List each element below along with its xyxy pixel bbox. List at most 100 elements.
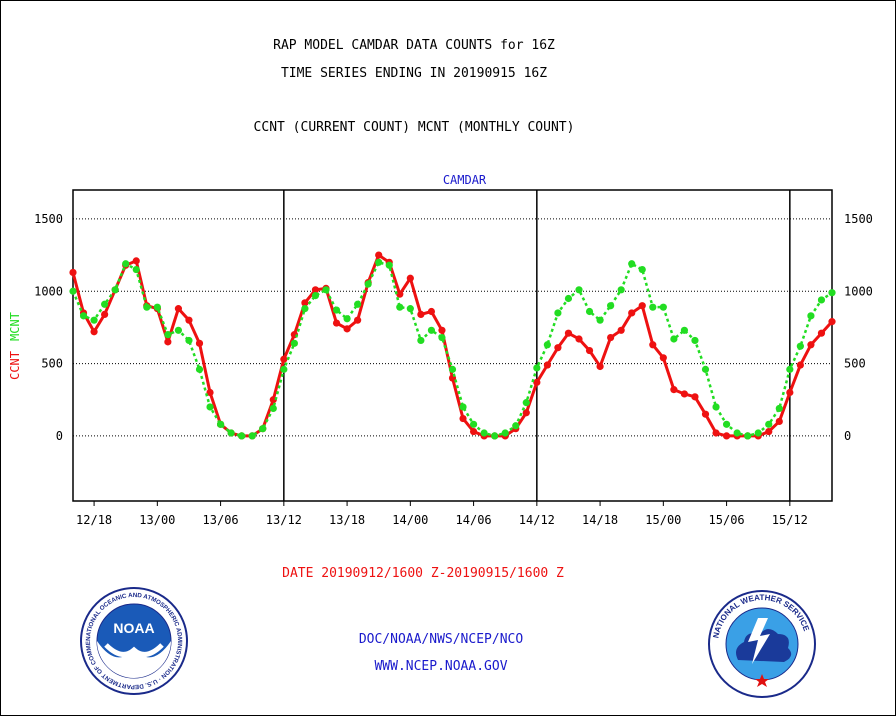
data-point-mcnt <box>427 326 436 334</box>
data-point-mcnt <box>143 303 151 311</box>
data-point-ccnt <box>659 354 667 362</box>
data-point-mcnt <box>259 425 267 433</box>
data-point-ccnt <box>617 326 625 334</box>
data-point-mcnt <box>122 260 130 268</box>
data-point-ccnt <box>469 427 478 436</box>
data-point-ccnt <box>607 333 615 342</box>
data-point-mcnt <box>786 365 794 373</box>
data-point-mcnt <box>765 420 773 428</box>
y-tick-label-right: 0 <box>844 429 851 443</box>
data-point-mcnt <box>575 286 583 294</box>
data-point-mcnt <box>280 365 288 373</box>
data-point-mcnt <box>638 265 646 274</box>
x-tick-label: 15/06 <box>709 513 745 527</box>
data-point-mcnt <box>343 315 351 323</box>
data-point-mcnt <box>659 303 667 311</box>
y-tick-label-left: 1500 <box>34 212 63 226</box>
data-point-mcnt <box>111 286 119 294</box>
data-point-mcnt <box>564 294 573 303</box>
y-tick-label-left: 0 <box>56 429 63 443</box>
x-tick-label: 14/12 <box>519 513 555 527</box>
date-range-label: DATE 20190912/1600 Z-20190915/1600 Z <box>282 566 564 581</box>
data-point-mcnt <box>406 305 414 313</box>
data-point-mcnt <box>290 339 298 347</box>
noaa-logo: NOAA NATIONAL OCEANIC AND ATMOSPHERIC AD… <box>80 587 188 695</box>
x-tick-label: 13/00 <box>139 513 175 527</box>
data-point-ccnt <box>164 338 172 346</box>
data-point-mcnt <box>364 280 372 288</box>
x-tick-label: 14/00 <box>392 513 428 527</box>
data-point-mcnt <box>733 429 741 437</box>
x-tick-label: 15/00 <box>645 513 681 527</box>
data-point-mcnt <box>775 404 783 413</box>
y-axis-label: CCNT MCNT <box>8 312 22 380</box>
organization-label: DOC/NOAA/NWS/NCEP/NCO <box>358 632 524 647</box>
data-point-ccnt <box>206 388 214 397</box>
y-tick-label-left: 1000 <box>34 284 63 298</box>
data-point-ccnt <box>343 325 351 333</box>
data-point-mcnt <box>512 422 520 430</box>
chart-title-line2: TIME SERIES ENDING IN 20190915 16Z <box>280 66 548 81</box>
website-link[interactable]: WWW.NCEP.NOAA.GOV <box>374 659 508 674</box>
series-ccnt <box>69 251 836 440</box>
data-point-ccnt <box>670 386 678 394</box>
data-point-ccnt <box>628 309 636 317</box>
data-point-mcnt <box>691 336 699 345</box>
data-point-mcnt <box>607 302 615 310</box>
y-tick-label-right: 500 <box>844 357 866 371</box>
data-point-ccnt <box>427 307 436 316</box>
data-point-mcnt <box>206 403 214 411</box>
data-point-mcnt <box>227 429 235 437</box>
data-point-mcnt <box>385 261 393 269</box>
data-point-ccnt <box>554 344 562 352</box>
y-tick-label-right: 1500 <box>844 212 873 226</box>
data-point-ccnt <box>375 251 383 259</box>
data-point-ccnt <box>680 390 689 398</box>
data-point-ccnt <box>786 388 794 397</box>
data-point-ccnt <box>301 299 309 307</box>
data-point-mcnt <box>807 312 815 320</box>
data-point-mcnt <box>554 309 562 317</box>
data-point-ccnt <box>280 355 288 363</box>
data-point-ccnt <box>417 310 425 318</box>
data-point-mcnt <box>396 303 404 311</box>
x-tick-label: 14/06 <box>456 513 492 527</box>
data-point-mcnt <box>216 420 225 428</box>
data-point-ccnt <box>438 326 446 334</box>
data-point-mcnt <box>628 260 636 268</box>
data-point-mcnt <box>164 331 172 339</box>
data-point-ccnt <box>101 310 109 318</box>
data-point-mcnt <box>248 432 256 440</box>
data-point-ccnt <box>311 286 320 294</box>
data-point-mcnt <box>796 342 804 350</box>
y-axis-label-ccnt: CCNT <box>8 351 22 380</box>
data-point-ccnt <box>765 427 773 436</box>
data-point-mcnt <box>543 341 551 349</box>
data-point-mcnt <box>269 404 277 413</box>
data-point-mcnt <box>459 403 467 411</box>
data-point-ccnt <box>396 290 404 298</box>
nws-logo: NATIONAL WEATHER SERVICE <box>708 590 816 698</box>
data-point-mcnt <box>817 296 826 304</box>
y-axis-label-mcnt: MCNT <box>8 312 22 341</box>
data-point-ccnt <box>332 319 341 327</box>
data-point-mcnt <box>301 305 309 313</box>
data-point-ccnt <box>817 329 826 337</box>
x-tick-label: 13/12 <box>266 513 302 527</box>
data-point-mcnt <box>101 300 109 308</box>
noaa-logo-text: NOAA <box>113 620 154 636</box>
data-point-ccnt <box>712 429 720 437</box>
chart-title: CAMDAR <box>443 173 487 187</box>
data-point-mcnt <box>354 300 362 308</box>
data-point-mcnt <box>448 365 457 373</box>
data-point-mcnt <box>469 420 478 428</box>
data-point-ccnt <box>195 339 204 347</box>
data-point-mcnt <box>238 432 246 440</box>
data-point-mcnt <box>722 420 731 428</box>
data-point-ccnt <box>796 361 804 369</box>
data-point-mcnt <box>828 289 836 297</box>
data-point-ccnt <box>564 329 573 337</box>
chart-title-line1: RAP MODEL CAMDAR DATA COUNTS for 16Z <box>273 38 555 53</box>
data-point-mcnt <box>375 258 383 266</box>
data-point-ccnt <box>90 328 98 336</box>
